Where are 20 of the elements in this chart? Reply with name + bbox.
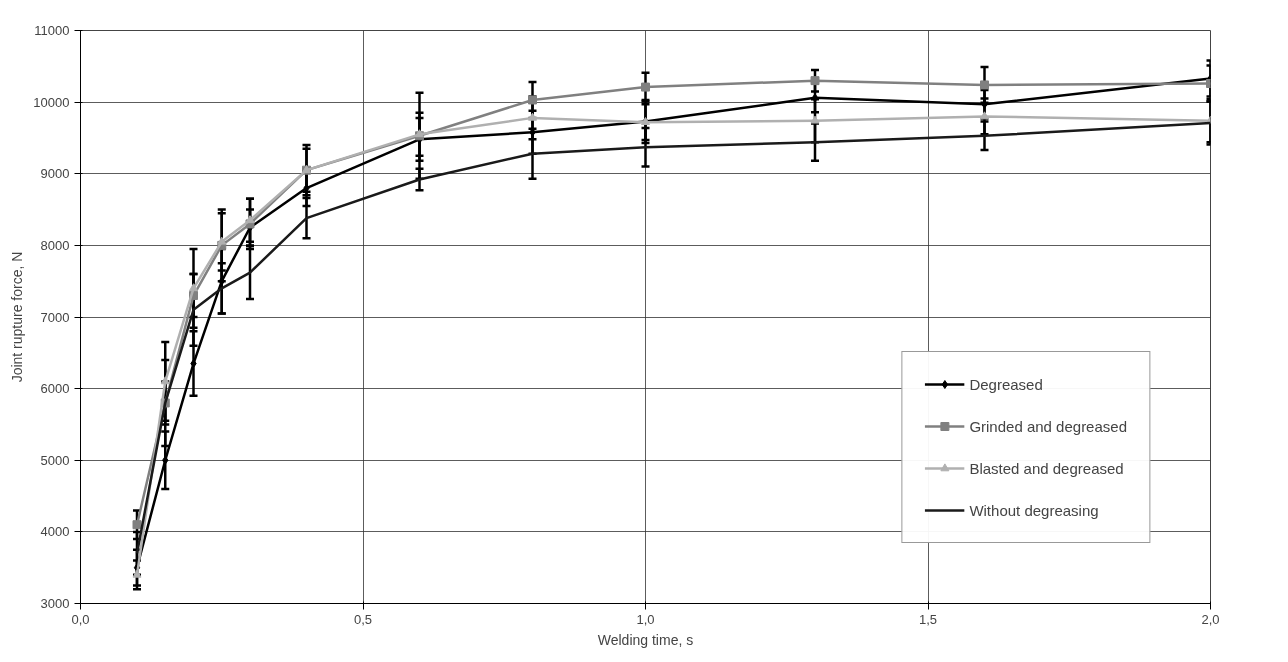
x-tick-label: 0,0	[71, 611, 90, 627]
x-axis-title: Welding time, s	[597, 631, 694, 648]
y-tick-label: 5000	[40, 452, 70, 468]
legend-label: Degreased	[969, 375, 1043, 393]
legend-label: Without degreasing	[969, 501, 1099, 519]
x-tick-label: 2,0	[1201, 611, 1220, 627]
y-tick-label: 8000	[40, 237, 70, 253]
x-tick-label: 0,5	[353, 611, 373, 627]
y-tick-label: 3000	[40, 596, 70, 611]
y-tick-label: 4000	[40, 524, 70, 540]
x-tick-label: 1,0	[636, 611, 655, 627]
y-axis-title: Joint rupture force, N	[9, 251, 26, 383]
legend-label: Blasted and degreased	[969, 459, 1124, 477]
y-tick-label: 6000	[40, 381, 70, 397]
y-tick-label: 7000	[40, 309, 70, 325]
y-tick-label: 9000	[40, 166, 70, 182]
y-tick-label: 11000	[34, 23, 70, 38]
x-tick-label: 1,5	[918, 611, 938, 627]
y-tick-label: 10000	[33, 94, 70, 110]
legend-label: Grinded and degreased	[969, 417, 1127, 435]
